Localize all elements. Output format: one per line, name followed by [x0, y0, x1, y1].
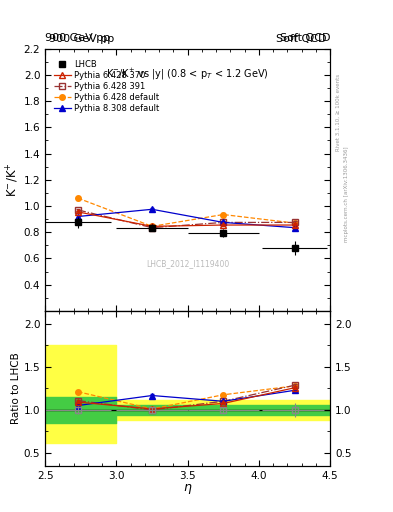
Text: Soft QCD: Soft QCD — [276, 33, 326, 44]
Text: 900 GeV pp: 900 GeV pp — [49, 33, 114, 44]
Text: K$^{-}$/K$^{+}$ vs |y| (0.8 < p$_{T}$ < 1.2 GeV): K$^{-}$/K$^{+}$ vs |y| (0.8 < p$_{T}$ < … — [107, 67, 269, 82]
Text: Rivet 3.1.10, ≥ 100k events: Rivet 3.1.10, ≥ 100k events — [336, 74, 341, 151]
Text: mcplots.cern.ch [arXiv:1306.3436]: mcplots.cern.ch [arXiv:1306.3436] — [344, 147, 349, 242]
Text: Soft QCD: Soft QCD — [280, 33, 330, 43]
X-axis label: $\eta$: $\eta$ — [183, 482, 193, 496]
Y-axis label: K$^{-}$/K$^{+}$: K$^{-}$/K$^{+}$ — [5, 162, 21, 197]
Text: 900 GeV pp: 900 GeV pp — [45, 33, 110, 43]
Text: LHCB_2012_I1119400: LHCB_2012_I1119400 — [146, 259, 229, 268]
Legend: LHCB, Pythia 6.428 370, Pythia 6.428 391, Pythia 6.428 default, Pythia 8.308 def: LHCB, Pythia 6.428 370, Pythia 6.428 391… — [52, 58, 161, 115]
Y-axis label: Ratio to LHCB: Ratio to LHCB — [11, 353, 21, 424]
